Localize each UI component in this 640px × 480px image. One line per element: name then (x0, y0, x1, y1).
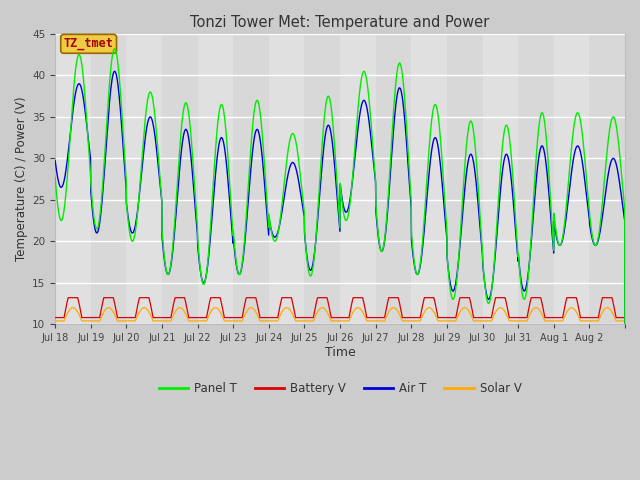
Bar (198, 34, 233, 324)
Bar (447, 34, 483, 324)
Bar (483, 34, 518, 324)
Title: Tonzi Tower Met: Temperature and Power: Tonzi Tower Met: Temperature and Power (191, 15, 490, 30)
Y-axis label: Temperature (C) / Power (V): Temperature (C) / Power (V) (15, 97, 28, 262)
X-axis label: Time: Time (324, 346, 355, 359)
Bar (376, 34, 412, 324)
Bar (55, 34, 91, 324)
Bar (518, 34, 554, 324)
Bar (589, 34, 625, 324)
Bar (305, 34, 340, 324)
Text: TZ_tmet: TZ_tmet (64, 37, 113, 50)
Bar (412, 34, 447, 324)
Bar (554, 34, 589, 324)
Bar (126, 34, 162, 324)
Bar (162, 34, 198, 324)
Bar (269, 34, 305, 324)
Bar (233, 34, 269, 324)
Legend: Panel T, Battery V, Air T, Solar V: Panel T, Battery V, Air T, Solar V (154, 377, 526, 399)
Bar (91, 34, 126, 324)
Bar (340, 34, 376, 324)
